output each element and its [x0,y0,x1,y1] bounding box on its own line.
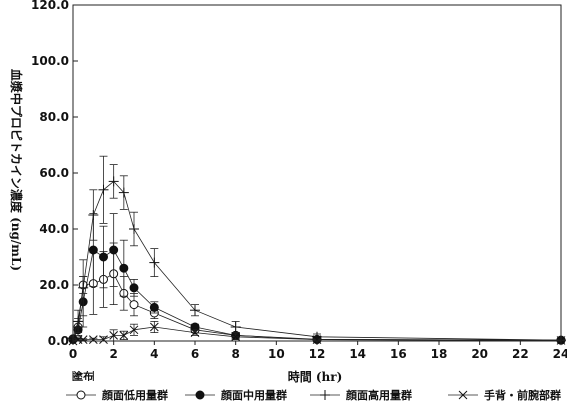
legend-item-4: 手背・前腕部群 [448,388,561,402]
marker-shape [190,328,200,337]
y-tick-label: 40.0 [39,222,69,236]
data-point [108,176,119,187]
x-tick-label: 8 [231,347,239,361]
legend-label: 手背・前腕部群 [484,388,561,402]
x-tick-label: 18 [431,347,448,361]
x-tick-label: 2 [109,347,117,361]
series-line [72,273,562,341]
y-axis-label: 血漿中プロピトカイン濃度 (ng/mL) [9,69,24,271]
legend-label: 顔面低用量群 [101,388,168,402]
legend: 顔面低用量群 顔面中用量群 顔面高用量群 手背・前腕部群 [66,388,561,402]
series-line [72,249,562,341]
marker-shape [109,331,119,340]
y-tick-label: 20.0 [39,278,69,292]
annotation-label: 塗布 [73,370,93,383]
data-point [149,257,160,268]
legend-marker [195,390,205,400]
series-3 [68,155,566,346]
y-tick-label: 80.0 [39,110,69,124]
data-point [190,328,200,337]
marker-shape [78,335,88,344]
series-line [72,180,562,341]
marker-shape [149,302,159,312]
plot-area [68,155,566,346]
y-tick-label: 0.0 [48,334,69,348]
data-point [149,302,159,312]
x-tick-label: 0 [69,347,77,361]
data-point [119,263,129,273]
plot-frame [72,4,562,342]
data-point [312,335,322,344]
marker-shape [76,390,86,400]
data-point [88,245,98,255]
data-point [129,325,139,335]
data-point [230,322,241,332]
legend-item-1: 顔面低用量群 [66,388,168,402]
data-point [129,300,139,310]
data-point [129,283,139,293]
x-tick-label: 6 [191,347,199,361]
y-tick-label: 100.0 [31,54,69,68]
x-tick-label: 24 [553,347,567,361]
data-point [119,331,129,340]
y-tick-label: 60.0 [39,166,69,180]
marker-shape [129,325,139,335]
marker-shape [458,390,468,400]
data-point [78,335,88,344]
data-point [149,322,159,332]
marker-shape [119,331,129,340]
data-point [109,331,119,340]
series-2 [68,213,566,345]
data-point [88,210,99,220]
x-tick-label: 4 [150,347,158,361]
legend-label: 顔面中用量群 [220,388,287,402]
data-point [73,316,84,327]
x-tick-label: 22 [512,347,529,361]
legend-marker [320,390,330,400]
data-point [109,245,119,255]
x-tick-label: 20 [471,347,488,361]
marker-shape [231,332,241,342]
x-tick-label: 14 [349,347,366,361]
legend-item-2: 顔面中用量群 [185,388,287,402]
application-annotation: 塗布 [72,370,94,383]
marker-shape [88,335,98,344]
data-point [118,187,129,198]
marker-shape [312,335,322,344]
marker-shape [129,283,139,293]
data-point [98,184,109,195]
marker-shape [119,263,129,273]
marker-shape [88,245,98,255]
marker-shape [109,245,119,255]
data-point [129,224,139,234]
data-point [231,332,241,342]
marker-shape [149,322,159,332]
legend-marker [76,390,86,400]
marker-shape [99,335,108,344]
marker-shape [99,252,108,262]
data-point [99,335,108,344]
legend-item-3: 顔面高用量群 [310,388,412,402]
marker-shape [129,300,139,310]
legend-marker [458,390,468,400]
data-point [190,305,200,316]
y-tick-label: 120.0 [31,0,69,12]
x-axis-label: 時間 (hr) [288,369,343,384]
data-point [78,282,89,293]
x-tick-label: 16 [390,347,407,361]
x-tick-label: 10 [268,347,285,361]
series-1 [68,242,566,345]
x-tick-label: 12 [309,347,326,361]
data-point [99,252,108,262]
legend-label: 顔面高用量群 [345,388,412,402]
data-point [88,335,98,344]
marker-shape [195,390,205,400]
